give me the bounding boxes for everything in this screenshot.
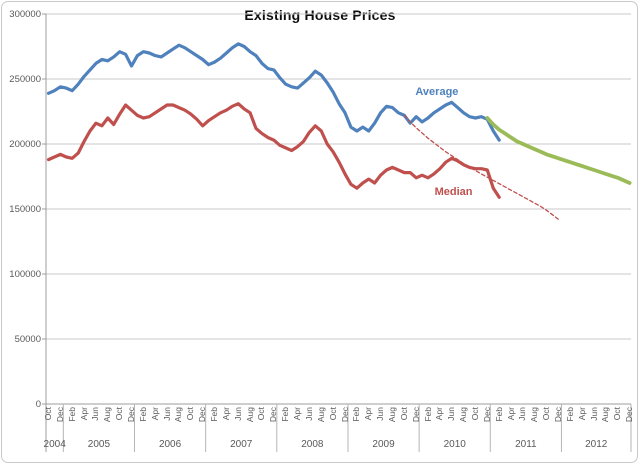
month-label: Oct [256, 406, 267, 420]
y-tick-label: 50000 [14, 333, 41, 345]
month-label: Aug [102, 406, 113, 422]
month-label: Aug [173, 406, 184, 422]
month-label: Dec [624, 406, 635, 422]
month-label: Feb [493, 406, 504, 422]
year-label: 2005 [87, 439, 111, 450]
y-tick-label: 100000 [9, 268, 41, 280]
month-label: Oct [541, 406, 552, 420]
month-label: Aug [386, 406, 397, 422]
month-label: Dec [552, 406, 563, 422]
month-label: Apr [434, 406, 445, 420]
month-label: Dec [197, 406, 208, 422]
month-label: Dec [54, 406, 65, 422]
month-label: Dec [268, 406, 279, 422]
month-label: Jun [517, 406, 528, 421]
year-label: 2010 [443, 439, 466, 450]
month-label: Apr [363, 406, 374, 420]
month-label: Oct [43, 406, 53, 420]
y-tick-label: 300000 [9, 8, 41, 20]
month-label: Aug [315, 406, 326, 422]
year-label: 2009 [372, 439, 395, 450]
month-label: Dec [126, 406, 137, 422]
month-label: Oct [612, 406, 623, 420]
month-label: Aug [600, 406, 611, 422]
average-series-label: Average [415, 86, 459, 98]
median-series-label: Median [434, 186, 473, 199]
median-projection-line [403, 114, 560, 221]
month-label: Jun [446, 406, 457, 421]
month-label: Feb [137, 406, 148, 422]
month-label: Dec [481, 406, 492, 422]
chart-title: Existing House Prices [244, 7, 396, 23]
month-label: Feb [351, 406, 362, 422]
month-label: Feb [209, 406, 220, 422]
month-label: Apr [78, 406, 89, 420]
average-line [46, 42, 501, 142]
month-label: Apr [576, 406, 587, 420]
month-label: Aug [529, 406, 540, 422]
y-tick-label: 200000 [9, 138, 41, 150]
month-label: Jun [232, 406, 243, 421]
year-label: 2007 [230, 439, 253, 450]
month-label: Feb [564, 406, 575, 422]
month-label: Dec [410, 406, 421, 422]
month-label: Jun [161, 406, 172, 421]
month-label: Apr [292, 406, 303, 420]
month-label: Aug [244, 406, 255, 422]
month-label: Feb [66, 406, 77, 422]
month-label: Oct [114, 406, 125, 420]
year-label: 2012 [585, 439, 608, 450]
month-label: Jun [303, 406, 314, 421]
month-label: Aug [458, 406, 469, 422]
year-label: 2011 [515, 439, 537, 450]
average-projection-line [485, 116, 632, 185]
year-label: 2004 [43, 439, 66, 450]
year-label: 2006 [158, 439, 182, 450]
month-label: Oct [398, 406, 409, 420]
month-label: Oct [185, 406, 196, 420]
month-label: Jun [588, 406, 599, 421]
month-label: Feb [422, 406, 433, 422]
month-label: Dec [339, 406, 350, 422]
year-label: 2008 [301, 439, 324, 450]
y-tick-label: 0 [35, 398, 41, 410]
month-label: Apr [220, 406, 231, 420]
month-label: Jun [375, 406, 386, 421]
month-label: Apr [505, 406, 516, 420]
median-line [46, 102, 501, 199]
y-tick-label: 150000 [9, 203, 41, 215]
month-label: Oct [327, 406, 338, 420]
month-label: Jun [90, 406, 101, 421]
y-tick-label: 250000 [9, 73, 41, 85]
month-label: Feb [280, 406, 291, 422]
month-label: Oct [469, 406, 480, 420]
month-label: Apr [149, 406, 160, 420]
